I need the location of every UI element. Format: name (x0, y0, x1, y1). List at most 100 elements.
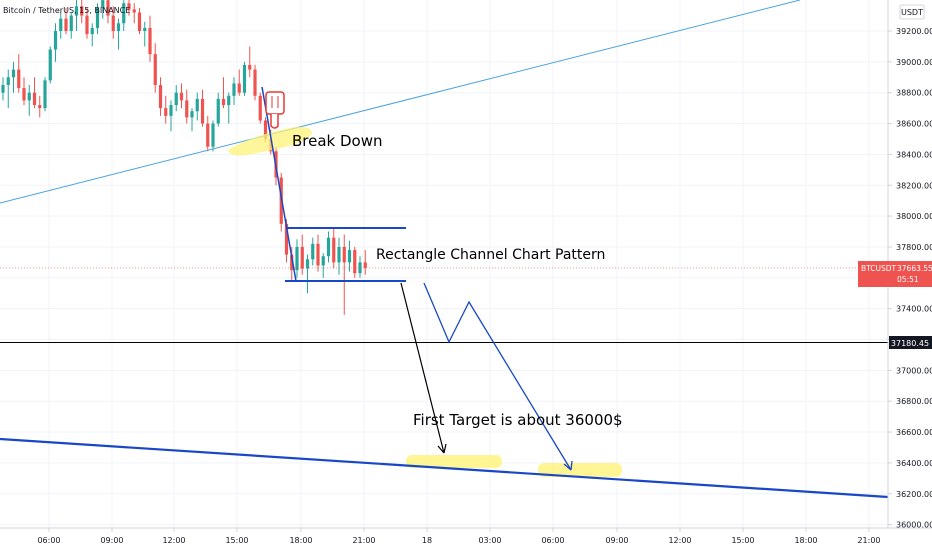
support-line[interactable] (0, 437, 889, 499)
candle-body (216, 98, 220, 124)
trend-line[interactable] (0, 0, 801, 204)
currency-label: USDT (901, 8, 923, 17)
y-tick-label: 38800.00 (896, 89, 932, 98)
candle-body (332, 237, 336, 263)
y-tick-label: 36400.00 (896, 459, 932, 468)
candle-body (90, 27, 94, 35)
candle-body (200, 98, 205, 124)
candle-body (38, 105, 42, 109)
candle-body (48, 49, 52, 81)
x-tick-label: 12:00 (668, 536, 691, 545)
candle-body (195, 98, 199, 112)
y-tick-label: 36200.00 (896, 490, 932, 499)
y-tick-label: 36600.00 (896, 428, 932, 437)
candle-body (253, 69, 257, 96)
currency-button[interactable]: USDT (899, 4, 925, 20)
candle-body (300, 246, 304, 269)
candle-body (122, 3, 126, 24)
x-tick-label: 09:00 (100, 536, 123, 545)
highlight-target-2 (538, 463, 622, 477)
candle-body (106, 0, 110, 16)
candle-body (164, 108, 168, 116)
candle-body (59, 18, 63, 31)
x-tick-labels: 06:00 09:00 12:00 15:00 18:00 21:00 18 03:00 06:… (37, 528, 881, 545)
candle-body (153, 54, 157, 85)
candle-body (6, 77, 10, 85)
candle-body (227, 95, 231, 106)
x-tick-label: 18:00 (794, 536, 817, 545)
plot-area[interactable] (0, 0, 888, 528)
y-tick-label: 39000.00 (896, 58, 932, 67)
candle-body (1, 84, 5, 93)
candle-body (101, 0, 105, 8)
candle-body (64, 18, 68, 31)
candle-body (32, 92, 37, 106)
hand-pointing-down-icon (265, 91, 285, 129)
y-tick-label: 38400.00 (896, 150, 932, 159)
badge-countdown: 05:51 (897, 275, 919, 284)
y-tick-label: 38600.00 (896, 120, 932, 129)
x-tick-label: 21:00 (352, 536, 375, 545)
hand-palm (265, 91, 285, 115)
candle-body (363, 262, 367, 268)
badge-price: 37663.55 (897, 264, 932, 273)
highlight-target-1 (406, 455, 502, 468)
candle-body (232, 83, 236, 96)
highlight-breakdown (228, 126, 312, 156)
annotation-break-down: Break Down (292, 132, 383, 150)
x-tick-label: 06:00 (541, 536, 564, 545)
chart-title: Bitcoin / TetherUS, 15, BINANCE (3, 6, 130, 15)
candle-body (290, 254, 294, 271)
breakdown-line[interactable] (261, 86, 297, 282)
candle-body (27, 92, 31, 101)
candle-body (295, 246, 299, 271)
candle-body (74, 6, 79, 16)
x-tick-label: 21:00 (857, 536, 880, 545)
candle-body (174, 92, 178, 106)
candle-body (353, 250, 357, 274)
candle-body (116, 23, 121, 31)
candle-body (242, 64, 247, 93)
candle-body (347, 250, 352, 263)
candle-body (85, 15, 89, 35)
candle-body (80, 6, 84, 16)
hand-finger (270, 114, 279, 129)
x-tick-label: 09:00 (605, 536, 628, 545)
candle-body (43, 80, 47, 109)
candle-body (342, 246, 346, 263)
candle-body (95, 7, 100, 28)
y-tick-label: 37000.00 (896, 366, 932, 375)
candle-body (11, 69, 16, 78)
annotations: Break Down Rectangle Channel Chart Patter… (265, 91, 623, 429)
candle-body (148, 27, 152, 55)
candle-body (321, 256, 325, 266)
y-tick-label: 38000.00 (896, 212, 932, 221)
y-tick-label: 36800.00 (896, 397, 932, 406)
level-badge: 37180.45 (889, 336, 932, 349)
candle-body (311, 243, 315, 260)
y-tick-label: 36000.00 (896, 521, 932, 530)
projection-path[interactable] (423, 282, 572, 471)
candle-body (158, 84, 163, 109)
y-tick-label: 37800.00 (896, 243, 932, 252)
candle-body (127, 3, 131, 10)
candle-body (337, 246, 341, 263)
y-tick-label: 38200.00 (896, 181, 932, 190)
time-axis[interactable] (0, 528, 932, 550)
current-price-badge: BTCUSDT 37663.55 05:51 (858, 261, 932, 287)
candle-body (143, 27, 147, 31)
target-arrow[interactable] (400, 282, 445, 454)
y-tick-label: 37400.00 (896, 305, 932, 314)
x-tick-label: 06:00 (37, 536, 60, 545)
candle-body (258, 95, 262, 121)
annotation-channel: Rectangle Channel Chart Pattern (376, 247, 605, 263)
candle-body (284, 223, 289, 255)
candle-body (22, 88, 26, 101)
annotation-target: First Target is about 36000$ (413, 411, 623, 429)
candle-body (326, 237, 331, 257)
candle-body (237, 83, 241, 93)
candle-body (111, 15, 115, 31)
candle-body (211, 123, 215, 147)
